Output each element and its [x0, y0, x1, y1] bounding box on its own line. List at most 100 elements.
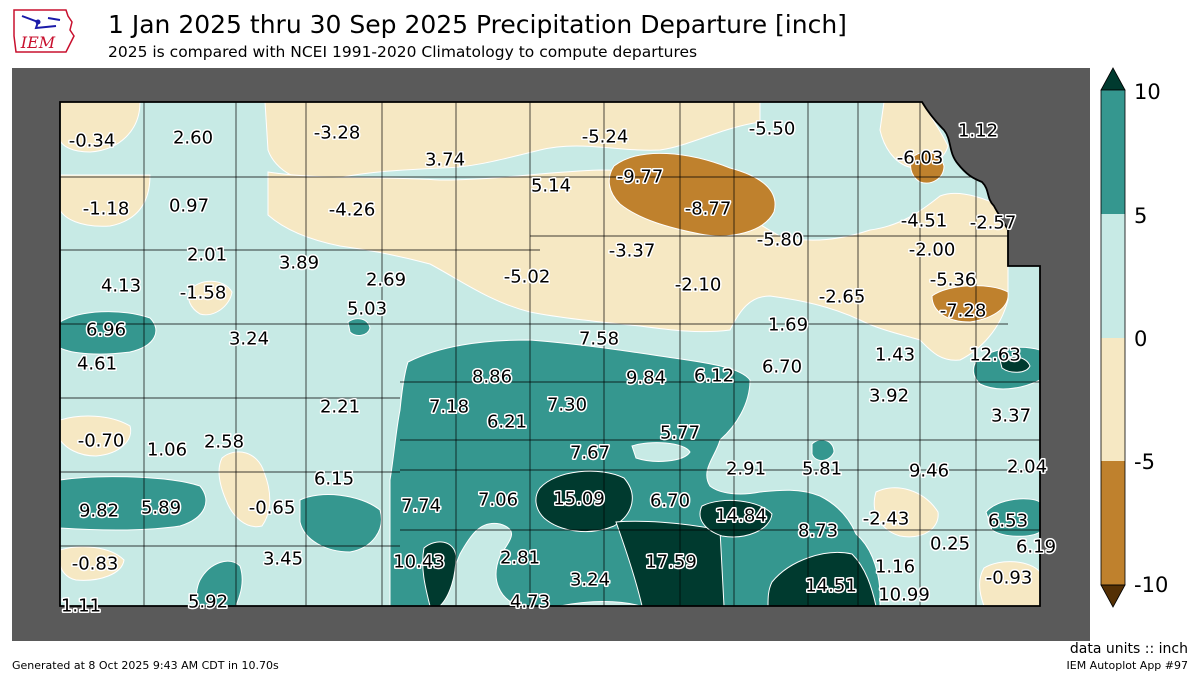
- departure-label: -0.70: [78, 431, 125, 452]
- departure-label: 12.63: [969, 345, 1021, 366]
- departure-label: -5.50: [749, 119, 796, 140]
- departure-label: 1.16: [875, 557, 915, 578]
- colorbar-seg-0-5: [1101, 214, 1125, 338]
- departure-label: -0.93: [986, 568, 1033, 589]
- departure-label: -2.43: [863, 509, 910, 530]
- departure-label: 5.14: [531, 176, 571, 197]
- departure-label: 17.59: [645, 552, 697, 573]
- departure-label: 3.92: [869, 386, 909, 407]
- departure-label: 3.24: [570, 570, 610, 591]
- county-lines: [60, 102, 1040, 606]
- departure-label: 10.99: [878, 585, 930, 606]
- departure-label: -5.80: [757, 230, 804, 251]
- departure-label: 9.84: [626, 368, 666, 389]
- departure-label: 10.43: [393, 552, 445, 573]
- departure-label: -0.65: [249, 498, 296, 519]
- departure-label: 6.15: [314, 469, 354, 490]
- departure-label: 2.04: [1007, 457, 1047, 478]
- data-units: data units :: inch: [1069, 641, 1188, 657]
- departure-label: -8.77: [685, 199, 732, 220]
- departure-label: -2.57: [970, 213, 1017, 234]
- departure-label: 14.84: [715, 506, 767, 527]
- departure-label: 5.81: [802, 459, 842, 480]
- departure-label: 4.13: [101, 276, 141, 297]
- departure-label: 2.69: [366, 270, 406, 291]
- departure-label: -2.65: [819, 287, 866, 308]
- departure-label: 3.74: [425, 150, 465, 171]
- departure-label: 5.03: [347, 299, 387, 320]
- colorbar-tick-0: 0: [1134, 327, 1147, 351]
- departure-label: 5.89: [141, 498, 181, 519]
- departure-label: -5.02: [504, 267, 551, 288]
- departure-label: -3.37: [609, 241, 656, 262]
- departure-label: 3.24: [229, 329, 269, 350]
- colorbar-seg-m10-m5: [1101, 461, 1125, 585]
- departure-label: 8.86: [472, 367, 512, 388]
- departure-label: 7.06: [478, 490, 518, 511]
- departure-label: 15.09: [553, 489, 605, 510]
- logo-text: IEM: [20, 33, 56, 52]
- departure-label: 3.89: [279, 253, 319, 274]
- departure-labels: -0.34 2.60 -3.28 3.74 -5.24 -5.50 1.12 -9.77 -6.…: [59, 117, 1057, 618]
- departure-label: 5.77: [660, 423, 700, 444]
- departure-label: 4.61: [77, 354, 117, 375]
- departure-label: 0.97: [169, 196, 209, 217]
- departure-label: -0.34: [69, 131, 116, 152]
- generated-timestamp: Generated at 8 Oct 2025 9:43 AM CDT in 1…: [12, 659, 279, 672]
- colorbar: 10 5 0 -5 -10: [1100, 67, 1168, 608]
- colorbar-tick-5: 5: [1134, 204, 1147, 228]
- departure-label: 9.46: [909, 461, 949, 482]
- colorbar-tick-m5: -5: [1134, 450, 1155, 474]
- departure-label: 3.45: [263, 549, 303, 570]
- departure-label: -3.28: [314, 123, 361, 144]
- departure-label: 1.43: [875, 345, 915, 366]
- colorbar-seg-5-10: [1101, 90, 1125, 214]
- departure-label: 7.67: [570, 443, 610, 464]
- departure-label: 1.69: [768, 315, 808, 336]
- colorbar-seg-m5-0: [1101, 338, 1125, 461]
- departure-label: -2.10: [675, 275, 722, 296]
- departure-label: -0.83: [72, 554, 119, 575]
- departure-label: 9.82: [79, 501, 119, 522]
- colorbar-top-cap: [1100, 67, 1126, 91]
- departure-label: 6.70: [650, 491, 690, 512]
- departure-label: 7.30: [547, 395, 587, 416]
- departure-label: -4.26: [329, 200, 376, 221]
- departure-label: 5.92: [188, 592, 228, 613]
- departure-label: 3.37: [991, 406, 1031, 427]
- departure-label: 2.58: [204, 432, 244, 453]
- departure-label: 7.74: [401, 496, 441, 517]
- departure-label: 1.11: [61, 596, 101, 617]
- departure-label: -6.03: [897, 148, 944, 169]
- departure-label: 6.70: [762, 357, 802, 378]
- departure-label: 1.06: [147, 440, 187, 461]
- app-id: IEM Autoplot App #97: [1066, 659, 1189, 672]
- departure-label: -1.18: [83, 199, 130, 220]
- departure-label: 8.73: [798, 521, 838, 542]
- departure-label: -1.58: [180, 283, 227, 304]
- colorbar-bottom-cap: [1100, 584, 1126, 608]
- departure-label: 1.12: [958, 121, 998, 142]
- colorbar-tick-m10: -10: [1134, 573, 1168, 597]
- state-outline: [59, 101, 1041, 607]
- departure-label: 6.53: [988, 511, 1028, 532]
- departure-label: 6.19: [1016, 537, 1056, 558]
- departure-label: -7.28: [940, 301, 987, 322]
- map-subtitle: 2025 is compared with NCEI 1991-2020 Cli…: [108, 43, 698, 61]
- departure-label: 7.18: [429, 397, 469, 418]
- departure-label: 6.96: [86, 320, 126, 341]
- map-title: 1 Jan 2025 thru 30 Sep 2025 Precipitatio…: [108, 10, 847, 39]
- iem-logo: IEM: [13, 9, 75, 53]
- departure-label: 2.60: [173, 128, 213, 149]
- departure-label: -2.00: [909, 240, 956, 261]
- departure-label: 14.51: [805, 576, 857, 597]
- departure-label: 2.21: [320, 397, 360, 418]
- departure-label: 6.21: [487, 412, 527, 433]
- departure-label: 6.12: [694, 366, 734, 387]
- departure-label: -4.51: [901, 211, 948, 232]
- contour-fill: [60, 102, 1040, 606]
- colorbar-tick-10: 10: [1134, 80, 1161, 104]
- departure-label: 4.73: [510, 592, 550, 613]
- departure-label: 2.81: [500, 548, 540, 569]
